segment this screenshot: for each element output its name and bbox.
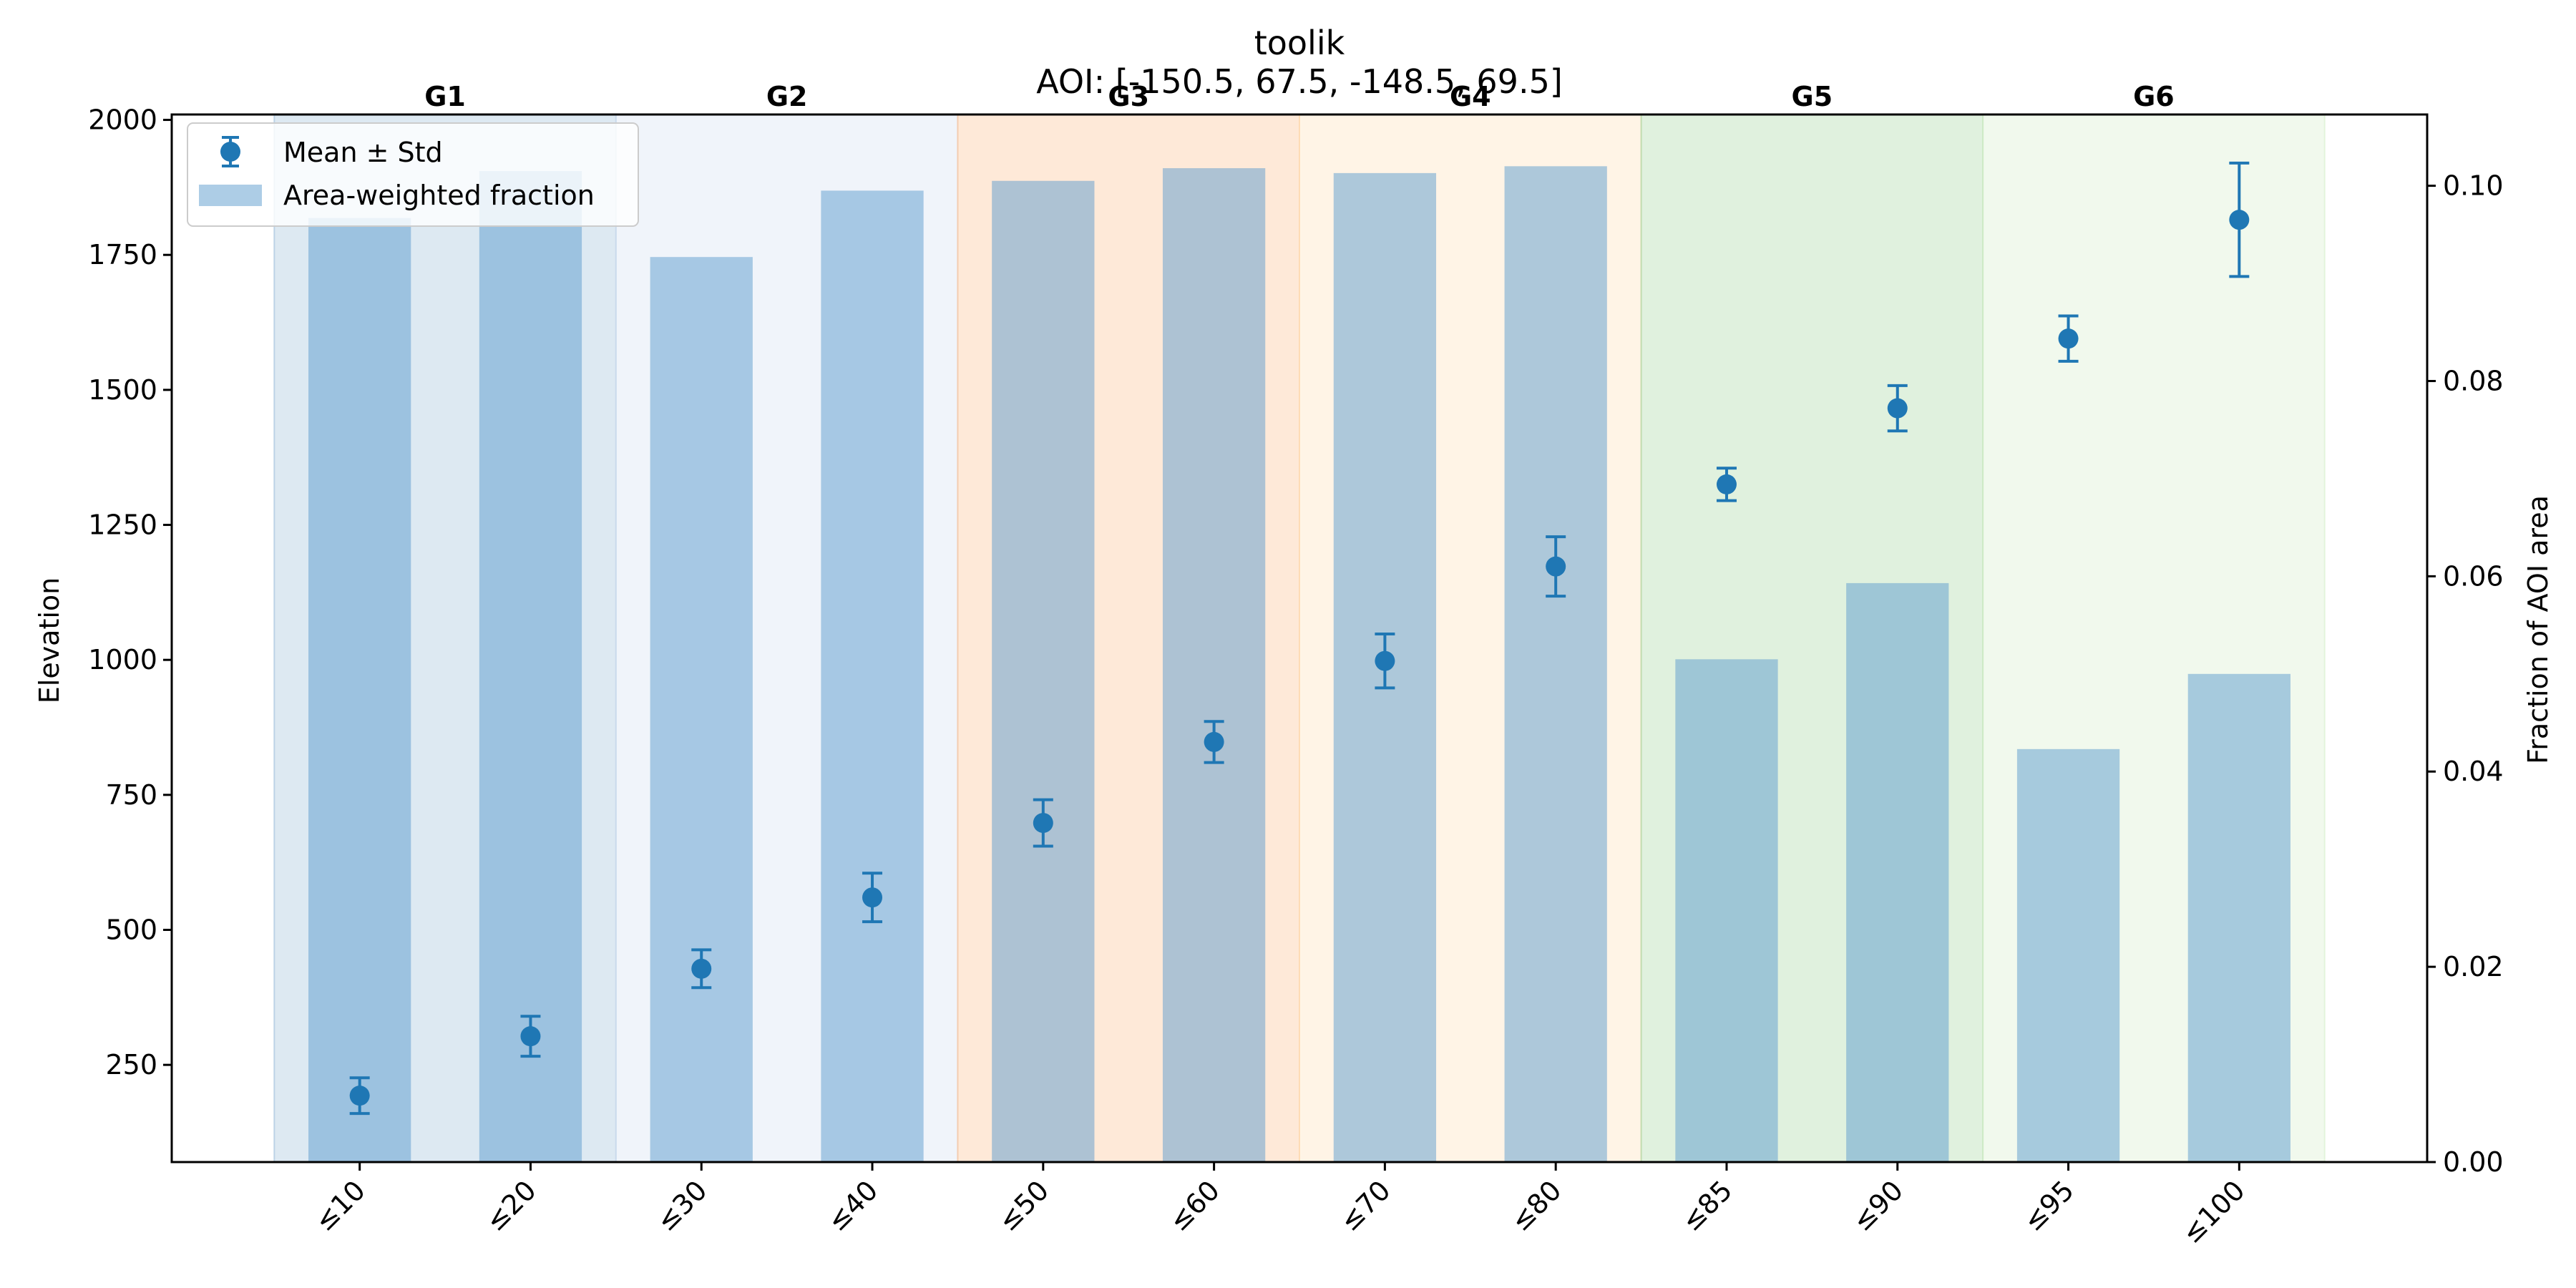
errorbar-point-10 — [1887, 384, 1908, 433]
mean-marker — [520, 1026, 541, 1047]
mean-marker — [2229, 210, 2250, 230]
legend-bar-swatch — [199, 185, 262, 206]
mean-marker — [1546, 556, 1566, 577]
errorbar-point-5 — [1033, 798, 1053, 848]
legend-label-area-fraction: Area-weighted fraction — [283, 180, 595, 211]
mean-std-errorbars — [349, 161, 2250, 1116]
y-tick-label: 500 — [105, 914, 157, 946]
bar-5 — [992, 180, 1095, 1162]
mean-marker — [349, 1085, 370, 1106]
mean-marker — [1204, 731, 1224, 752]
legend: Mean ± Std Area-weighted fraction — [187, 122, 639, 227]
group-label-4: G4 — [1450, 81, 1491, 112]
bar-11 — [2016, 748, 2120, 1162]
legend-errorbar-marker — [220, 136, 240, 167]
chart-subtitle: AOI: [-150.5, 67.5, -148.5, 69.5] — [1036, 62, 1563, 101]
bar-3 — [650, 257, 753, 1162]
bar-12 — [2187, 673, 2290, 1162]
bar-10 — [1846, 582, 1949, 1162]
errorbar-point-12 — [2229, 161, 2250, 278]
y-tick-label: 1750 — [88, 239, 157, 270]
errorbar-point-6 — [1204, 720, 1224, 764]
y2-axis-ticks: 0.00 0.02 0.04 0.06 0.08 0.10 — [2427, 170, 2504, 1178]
errorbar-point-1 — [349, 1076, 370, 1116]
group-labels: G1 G2 G3 G4 G5 G6 — [424, 81, 2175, 112]
mean-marker — [1887, 398, 1908, 419]
chart-title: toolik — [1254, 24, 1345, 62]
y-tick-label: 750 — [105, 779, 157, 811]
y-axis-label: Elevation — [34, 577, 65, 704]
legend-box — [187, 122, 639, 227]
legend-label-mean-std: Mean ± Std — [283, 137, 443, 168]
errorbar-point-3 — [691, 948, 712, 990]
group-label-3: G3 — [1108, 81, 1149, 112]
y2-axis-label: Fraction of AOI area — [2522, 495, 2554, 764]
bar-9 — [1675, 659, 1778, 1162]
errorbar-point-8 — [1546, 535, 1566, 598]
bar-2 — [479, 171, 582, 1162]
y2-tick-label: 0.00 — [2443, 1146, 2504, 1178]
mean-marker — [1716, 474, 1737, 494]
y-tick-label: 2000 — [88, 104, 157, 136]
bar-8 — [1504, 166, 1607, 1163]
errorbar-point-7 — [1375, 632, 1395, 690]
y2-tick-label: 0.02 — [2443, 951, 2504, 982]
y2-tick-label: 0.04 — [2443, 756, 2504, 787]
group-label-5: G5 — [1792, 81, 1833, 112]
y-tick-label: 1500 — [88, 374, 157, 406]
y-axis-ticks: 250 500 750 1000 1250 1500 1750 2000 — [88, 104, 172, 1080]
fraction-bars — [308, 166, 2290, 1163]
plot-frame — [170, 113, 2429, 1163]
errorbar-point-11 — [2058, 314, 2079, 363]
mean-marker — [1033, 813, 1053, 834]
y2-tick-label: 0.06 — [2443, 560, 2504, 592]
errorbar-point-4 — [862, 872, 883, 924]
y-tick-label: 1000 — [88, 644, 157, 675]
bar-6 — [1162, 168, 1266, 1162]
mean-marker — [1375, 650, 1395, 671]
y2-tick-label: 0.08 — [2443, 365, 2504, 396]
mean-marker — [862, 887, 883, 908]
mean-marker — [691, 958, 712, 979]
y-tick-label: 1250 — [88, 509, 157, 541]
group-label-2: G2 — [766, 81, 808, 112]
mean-marker — [2058, 328, 2079, 349]
y-tick-label: 250 — [105, 1049, 157, 1080]
errorbar-point-9 — [1716, 467, 1737, 502]
group-label-6: G6 — [2133, 81, 2175, 112]
errorbar-point-2 — [520, 1015, 541, 1058]
y2-tick-label: 0.10 — [2443, 170, 2504, 202]
group-label-1: G1 — [424, 81, 466, 112]
bar-4 — [821, 190, 924, 1163]
bar-1 — [308, 218, 411, 1163]
